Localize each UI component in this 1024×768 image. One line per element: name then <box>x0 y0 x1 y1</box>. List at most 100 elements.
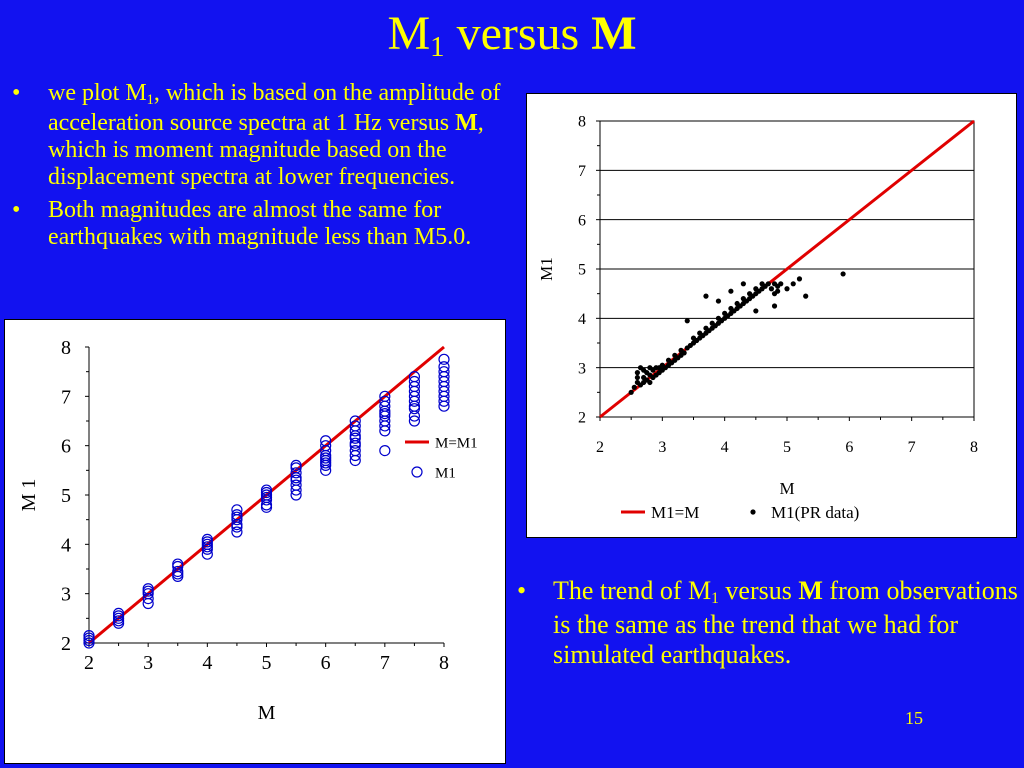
data-point <box>703 293 709 299</box>
page-number: 15 <box>905 708 923 728</box>
data-point <box>790 281 796 287</box>
data-point <box>231 526 243 538</box>
x-tick-label: 5 <box>262 652 272 674</box>
y-tick-label: 5 <box>578 262 586 279</box>
bullet-2-text: Both magnitudes are almost the same for … <box>48 197 472 250</box>
data-point <box>349 420 361 432</box>
x-tick-label: 3 <box>143 652 153 674</box>
x-tick-label: 5 <box>783 439 791 456</box>
bullet-dot: • <box>12 80 21 106</box>
bullet-item-2: • Both magnitudes are almost the same fo… <box>0 197 515 251</box>
x-tick-label: 6 <box>845 439 853 456</box>
title-bold: M <box>591 7 637 60</box>
data-point <box>438 353 450 365</box>
observed-scatter-chart: 2 3 4 5 6 7 8 2 3 4 5 6 7 8 M M1 M1=M M1(PR data) <box>537 114 978 522</box>
data-point <box>765 281 771 287</box>
data-point <box>647 379 653 386</box>
y-tick-label: 3 <box>578 360 586 377</box>
bullet-1-text-b: , which is based on the amplitude of acc… <box>48 80 501 136</box>
data-point <box>728 288 734 294</box>
data-point <box>379 395 391 407</box>
data-point <box>201 533 213 545</box>
y-axis-label: M 1 <box>18 479 40 512</box>
x-tick-label: 4 <box>721 439 729 456</box>
data-point <box>771 303 778 309</box>
data-point <box>260 484 273 496</box>
data-point <box>320 440 332 452</box>
bullet-1-text-c: , which is moment magnitude based on the… <box>48 110 484 190</box>
bullet-3-text-a: The trend of M <box>553 576 712 605</box>
x-tick-label: 2 <box>84 652 94 674</box>
data-point <box>803 293 809 299</box>
simulated-chart-panel: 2 3 4 5 6 7 8 2 3 4 5 6 7 8 M M 1 M=M1 M1 <box>4 319 506 764</box>
x-tick-label: 4 <box>202 652 212 674</box>
x-tick-label: 7 <box>908 439 916 456</box>
title-mid: versus <box>444 7 592 60</box>
data-point <box>142 583 154 595</box>
bullet-1-subscript: 1 <box>146 91 154 108</box>
x-tick-label: 6 <box>321 652 331 674</box>
data-point <box>112 607 125 619</box>
x-tick-label: 3 <box>658 439 666 456</box>
legend-label: M=M1 <box>435 435 478 451</box>
y-tick-label: 6 <box>61 436 71 458</box>
data-point <box>438 361 450 373</box>
bullet-3-subscript: 1 <box>711 589 719 607</box>
x-axis-label: M <box>779 479 794 498</box>
data-point <box>408 375 421 388</box>
bullet-item-3: • The trend of M1 versus M from observat… <box>505 576 1020 670</box>
bullet-dot: • <box>517 576 527 605</box>
data-point <box>349 437 361 449</box>
x-tick-label: 8 <box>970 439 978 456</box>
x-axis-label: M <box>258 702 276 724</box>
y-tick-label: 7 <box>61 386 71 408</box>
data-point <box>408 370 421 383</box>
bullet-3-text-b: versus <box>718 576 799 605</box>
y-axis-label: M1 <box>537 257 556 281</box>
bullet-3-text-c: from observations is the same as the tre… <box>553 576 1018 669</box>
legend-label: M1(PR data) <box>771 503 859 522</box>
data-point <box>715 298 722 304</box>
data-point <box>83 630 95 642</box>
y-tick-label: 4 <box>578 311 586 328</box>
data-point <box>768 286 775 292</box>
data-point <box>634 374 640 381</box>
y-tick-label: 2 <box>61 633 71 655</box>
bullet-dot: • <box>12 197 21 223</box>
data-point <box>349 445 361 457</box>
data-point <box>681 350 687 356</box>
data-point <box>320 435 332 447</box>
data-point <box>634 370 640 376</box>
data-point <box>438 366 450 378</box>
observed-chart-panel: 2 3 4 5 6 7 8 2 3 4 5 6 7 8 M M1 M1=M M1(PR data) <box>526 93 1017 538</box>
top-bullet-list: • we plot M1, which is based on the ampl… <box>0 80 515 257</box>
data-point <box>408 415 421 427</box>
data-point <box>753 308 759 314</box>
data-point <box>740 281 746 287</box>
y-tick-label: 8 <box>61 337 71 359</box>
data-point <box>172 558 184 570</box>
y-tick-label: 3 <box>61 584 71 606</box>
data-point <box>796 276 803 282</box>
data-point <box>379 445 391 457</box>
data-point <box>775 288 781 294</box>
legend-marker-swatch <box>750 509 756 515</box>
data-point <box>290 479 302 491</box>
legend-label: M1=M <box>651 503 699 522</box>
bullet-1-bold: M <box>455 110 478 136</box>
title-subscript: 1 <box>430 31 445 64</box>
y-tick-label: 7 <box>578 163 586 180</box>
data-point <box>631 384 637 390</box>
data-point <box>231 504 243 516</box>
data-point <box>349 415 361 427</box>
bullet-1-text-a: we plot M <box>48 80 147 106</box>
y-tick-label: 6 <box>578 212 586 229</box>
data-point <box>172 565 184 578</box>
data-point <box>231 509 243 521</box>
y-tick-label: 4 <box>61 534 71 556</box>
x-tick-label: 8 <box>439 652 449 674</box>
data-point <box>628 389 634 395</box>
bullet-3-bold: M <box>798 576 823 605</box>
data-point <box>379 390 391 402</box>
